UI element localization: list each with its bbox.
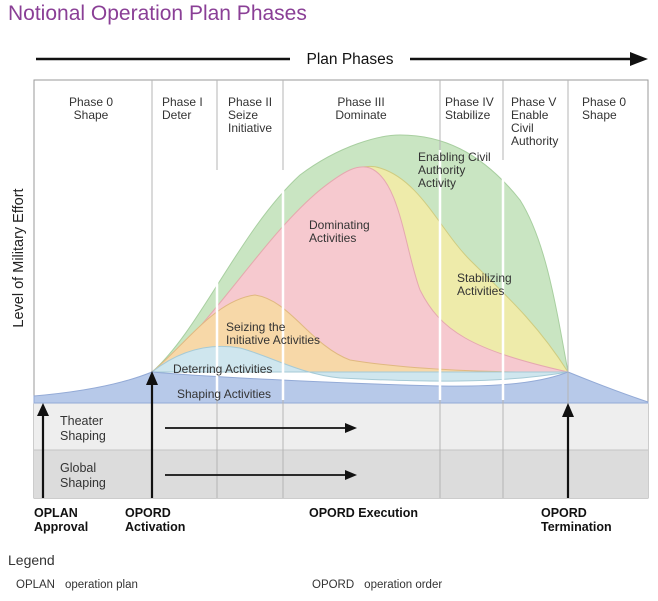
phase-label-5-enable: Phase V Enable Civil Authority: [511, 95, 558, 148]
label-enabling-civil-authority: Enabling Civil Authority Activity: [418, 150, 491, 190]
plan-phases-arrow: Plan Phases: [36, 51, 648, 68]
band-label-theater-shaping: Theater Shaping: [60, 414, 106, 443]
milestone-oplan-approval: OPLAN Approval: [34, 506, 88, 534]
milestone-opord-termination: OPORD Termination: [541, 506, 612, 534]
page-title: Notional Operation Plan Phases: [8, 2, 307, 25]
legend-meaning: operation plan: [65, 579, 138, 591]
phase-label-4-stabilize: Phase IV Stabilize: [445, 95, 494, 122]
label-seizing-initiative: Seizing the Initiative Activities: [226, 320, 320, 347]
shaping-area: [33, 371, 649, 404]
milestone-opord-activation: OPORD Activation: [125, 506, 185, 534]
deterring-area: [150, 345, 569, 382]
phase-label-0-shape: Phase 0 Shape: [69, 95, 113, 122]
label-deterring: Deterring Activities: [173, 362, 272, 376]
phase-label-3-dominate: Phase III Dominate: [335, 95, 387, 122]
label-shaping: Shaping Activities: [177, 387, 271, 401]
label-stabilizing: Stabilizing Activities: [457, 271, 512, 298]
label-dominating: Dominating Activities: [309, 218, 370, 245]
phase-label-1-deter: Phase I Deter: [162, 95, 203, 122]
y-axis-label: Level of Military Effort: [11, 188, 27, 327]
legend-title: Legend: [8, 552, 55, 568]
legend-item-oplan: OPLAN operation plan: [16, 579, 138, 591]
theater-shaping-band: [34, 403, 648, 450]
legend-abbr: OPLAN: [16, 579, 55, 591]
phase-label-2-seize: Phase II Seize Initiative: [228, 95, 272, 135]
band-label-global-shaping: Global Shaping: [60, 461, 106, 490]
legend-meaning: operation order: [364, 579, 443, 591]
opord-activation-arrow: [146, 371, 158, 498]
plan-phases-label: Plan Phases: [306, 51, 393, 68]
opord-termination-arrow: [562, 403, 574, 498]
theater-shaping-arrow: [165, 423, 357, 433]
global-shaping-band: [34, 450, 648, 498]
milestone-opord-execution: OPORD Execution: [309, 506, 418, 520]
legend-abbr: OPORD: [312, 579, 355, 591]
legend-item-opord: OPORD operation order: [312, 579, 442, 591]
global-shaping-arrow: [165, 470, 357, 480]
phase-label-6-shape: Phase 0 Shape: [582, 95, 626, 122]
oplan-approval-arrow: [37, 403, 49, 498]
